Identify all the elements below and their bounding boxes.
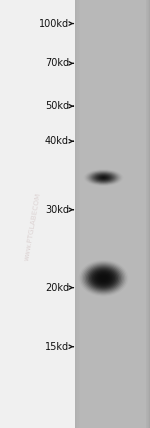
Ellipse shape	[82, 262, 125, 294]
Ellipse shape	[94, 174, 113, 181]
Ellipse shape	[86, 265, 121, 291]
Text: 100kd: 100kd	[39, 18, 69, 29]
Text: 50kd: 50kd	[45, 101, 69, 111]
Ellipse shape	[93, 173, 114, 182]
Ellipse shape	[92, 172, 115, 183]
Ellipse shape	[101, 177, 106, 178]
Ellipse shape	[102, 177, 105, 178]
Ellipse shape	[89, 268, 118, 289]
Ellipse shape	[98, 175, 109, 180]
Ellipse shape	[98, 274, 109, 282]
Bar	[148, 0, 149, 428]
Ellipse shape	[83, 263, 124, 293]
Ellipse shape	[87, 267, 120, 290]
Ellipse shape	[95, 174, 112, 181]
Ellipse shape	[102, 277, 105, 279]
Bar	[79, 0, 80, 428]
Ellipse shape	[99, 275, 108, 281]
Ellipse shape	[97, 175, 110, 181]
Ellipse shape	[88, 171, 119, 184]
Ellipse shape	[85, 265, 122, 292]
Bar	[149, 0, 150, 428]
Text: 40kd: 40kd	[45, 136, 69, 146]
Ellipse shape	[80, 261, 127, 295]
Text: www.PTGLABECOM: www.PTGLABECOM	[24, 192, 42, 262]
Ellipse shape	[101, 276, 106, 280]
Bar	[76, 0, 77, 428]
Ellipse shape	[99, 175, 108, 180]
Ellipse shape	[90, 269, 117, 288]
Ellipse shape	[87, 171, 120, 184]
Bar	[75, 0, 150, 428]
Bar	[78, 0, 79, 428]
Bar	[75, 0, 76, 428]
Bar	[147, 0, 148, 428]
Ellipse shape	[91, 172, 116, 183]
Ellipse shape	[86, 170, 121, 185]
Ellipse shape	[92, 270, 115, 287]
Text: 20kd: 20kd	[45, 282, 69, 293]
Bar	[77, 0, 78, 428]
Ellipse shape	[95, 272, 112, 285]
Ellipse shape	[90, 172, 117, 184]
Ellipse shape	[96, 273, 111, 283]
Bar	[146, 0, 147, 428]
Ellipse shape	[93, 271, 114, 285]
Text: 15kd: 15kd	[45, 342, 69, 352]
Text: 70kd: 70kd	[45, 58, 69, 68]
Text: 30kd: 30kd	[45, 205, 69, 215]
Ellipse shape	[100, 176, 107, 179]
